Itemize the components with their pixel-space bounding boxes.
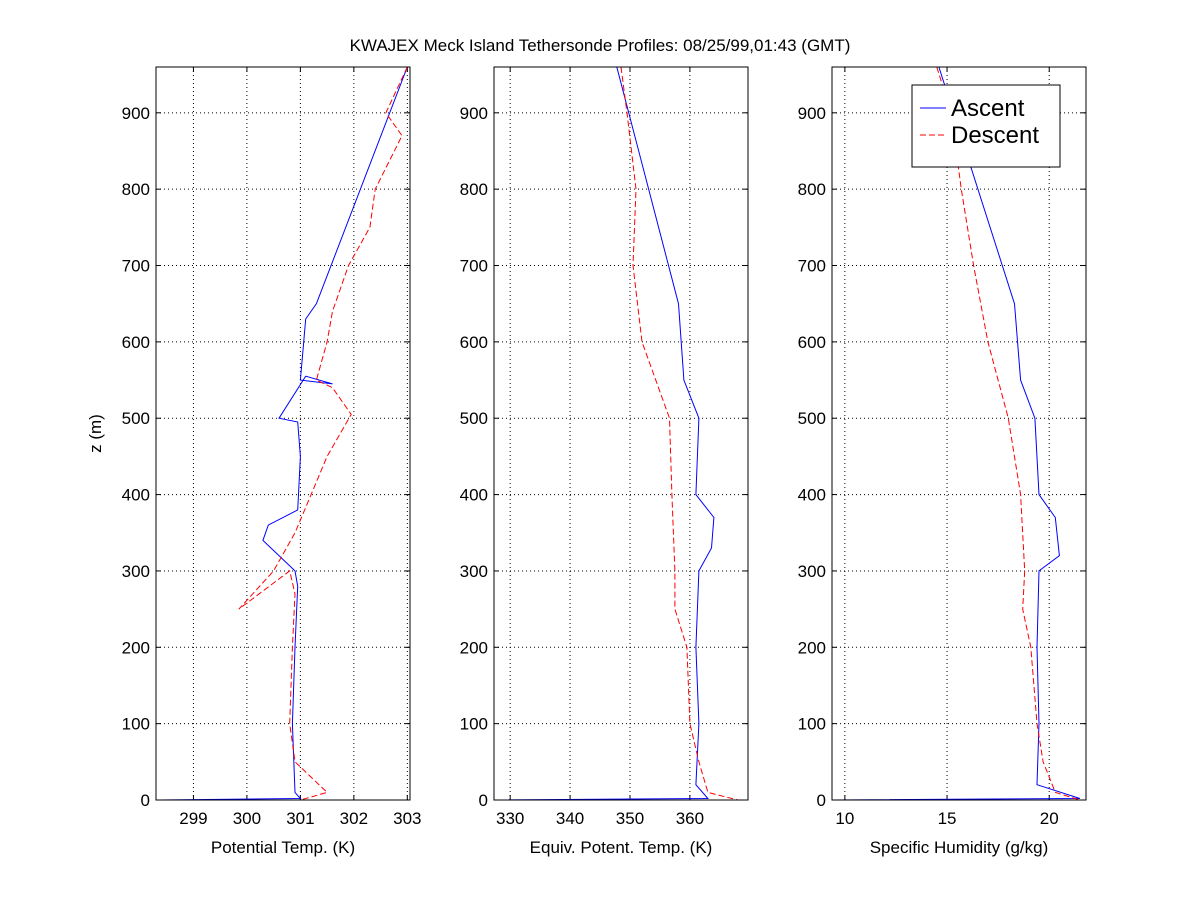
y-tick-label: 200 [460, 638, 488, 657]
axes-frame [831, 66, 1087, 801]
axes-frame [155, 66, 411, 801]
panel-3: 10 15 200100200300400500600700800900Specif… [798, 66, 1087, 857]
y-tick-label: 900 [798, 104, 826, 123]
axes-frame [493, 66, 749, 801]
x-tick-label: 301 [286, 809, 314, 828]
plot-area [156, 67, 410, 800]
x-axis-label: Specific Humidity (g/kg) [870, 838, 1049, 857]
y-tick-label: 600 [460, 333, 488, 352]
series-descent-line [620, 66, 738, 801]
plot-area [832, 67, 1086, 800]
y-tick-label: 200 [798, 638, 826, 657]
x-tick-label: 350 [616, 809, 644, 828]
panel-1: 299 300 301 302 303 0 100 200 300 400 500 600 700 800… [86, 66, 422, 857]
figure-title: KWAJEX Meck Island Tethersonde Profiles:… [350, 36, 851, 55]
y-axis-label: z (m) [86, 414, 105, 453]
y-tick-label: 400 [122, 486, 150, 505]
plot-area [494, 67, 748, 800]
x-tick-label: 300 [233, 809, 261, 828]
y-tick-label: 900 [122, 104, 150, 123]
y-tick-label: 900 [460, 104, 488, 123]
legend-entry-ascent: Ascent [951, 95, 1025, 122]
y-tick-label: 700 [460, 257, 488, 276]
y-tick-label: 500 [122, 409, 150, 428]
y-tick-label: 800 [122, 180, 150, 199]
x-axis-label: Equiv. Potent. Temp. (K) [530, 838, 713, 857]
y-tick-label: 500 [460, 409, 488, 428]
x-tick-label: 302 [340, 809, 368, 828]
y-tick-label: 100 [122, 715, 150, 734]
y-tick-label: 300 [798, 562, 826, 581]
legend-entry-descent: Descent [951, 122, 1039, 149]
y-tick-label: 500 [798, 409, 826, 428]
x-tick-label: 303 [393, 809, 421, 828]
y-tick-label: 0 [479, 791, 488, 810]
x-tick-label: 10 [835, 809, 854, 828]
series-ascent-line [158, 66, 408, 801]
series-ascent-line [495, 66, 715, 801]
x-tick-label: 20 [1040, 809, 1059, 828]
y-tick-label: 0 [817, 791, 826, 810]
series-descent-line [238, 66, 408, 801]
y-tick-label: 100 [798, 715, 826, 734]
y-tick-label: 800 [798, 180, 826, 199]
x-axis-label: Potential Temp. (K) [211, 838, 355, 857]
y-tick-label: 200 [122, 638, 150, 657]
x-tick-label: 340 [556, 809, 584, 828]
y-tick-label: 300 [460, 562, 488, 581]
y-tick-label: 800 [460, 180, 488, 199]
panel-2: 330 340 350 360 0 100 200 300 400 500 600 700 800 900… [460, 66, 749, 857]
y-tick-label: 700 [798, 257, 826, 276]
y-tick-label: 400 [460, 486, 488, 505]
y-tick-label: 600 [122, 333, 150, 352]
series-descent-line [936, 66, 1081, 801]
series-ascent-line [834, 66, 1081, 801]
y-tick-label: 300 [122, 562, 150, 581]
y-tick-label: 0 [141, 791, 150, 810]
y-tick-label: 400 [798, 486, 826, 505]
x-tick-label: 360 [676, 809, 704, 828]
y-tick-label: 700 [122, 257, 150, 276]
x-tick-label: 15 [938, 809, 957, 828]
legend-box [911, 84, 1061, 168]
x-tick-label: 330 [496, 809, 524, 828]
y-tick-label: 600 [798, 333, 826, 352]
x-tick-label: 299 [179, 809, 207, 828]
y-tick-label: 100 [460, 715, 488, 734]
